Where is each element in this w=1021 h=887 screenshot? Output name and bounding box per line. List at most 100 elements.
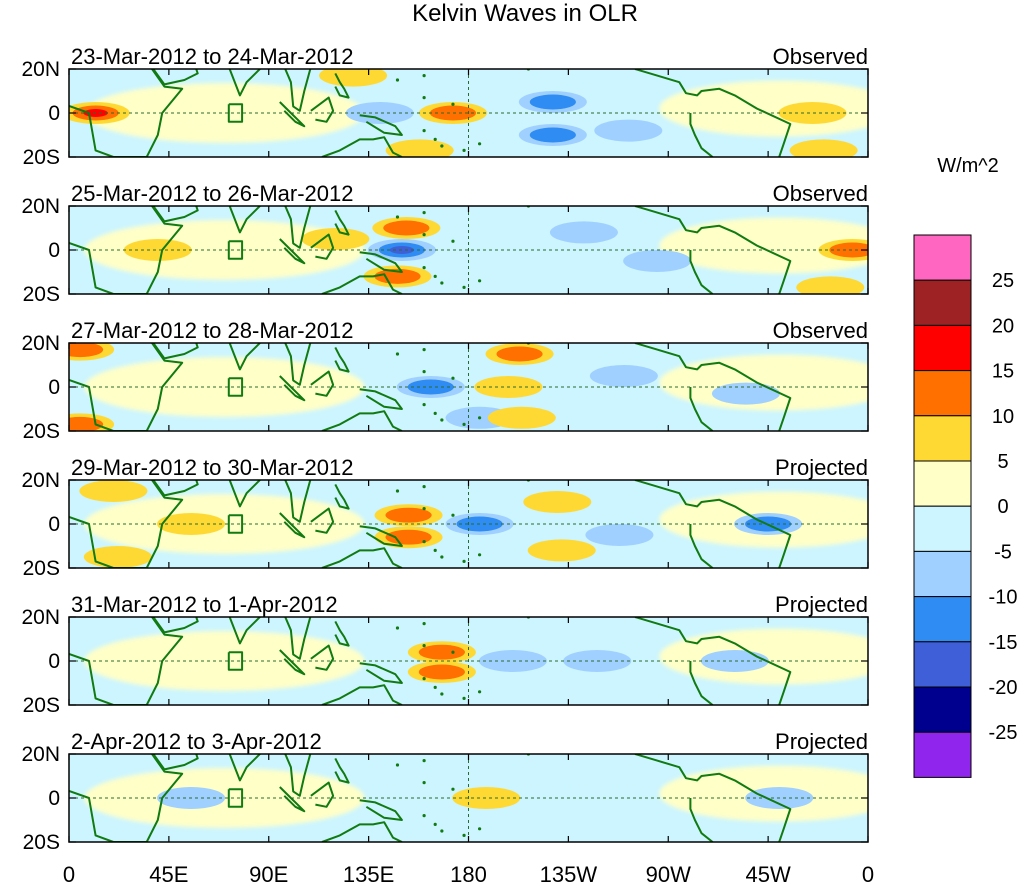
coastline-new-guinea: [359, 525, 403, 547]
island-dot: [440, 144, 444, 148]
coastline-philippines: [334, 757, 350, 784]
positive-anomaly: [385, 507, 432, 523]
lon-label: 90W: [646, 862, 691, 887]
coastline-arabia: [152, 69, 199, 86]
positive-anomaly: [496, 346, 543, 362]
colorbar-swatch: [913, 686, 972, 733]
coastline-new-guinea: [359, 114, 403, 136]
panel-kind: Projected: [775, 592, 868, 617]
panels: 20N 0 20S 23-Mar-2012 to 24-Mar-2012 Observe…: [21, 44, 869, 854]
island-dot: [433, 411, 437, 415]
island-dot: [440, 418, 444, 422]
coastline-india: [228, 343, 262, 371]
island-dot: [451, 376, 455, 380]
coastline-americas: [634, 754, 792, 842]
lat-label: 0: [48, 239, 60, 262]
island-dot: [422, 677, 426, 681]
positive-anomaly: [385, 139, 454, 157]
panel-date-range: 31-Mar-2012 to 1-Apr-2012: [71, 592, 338, 617]
panel-date-range: 2-Apr-2012 to 3-Apr-2012: [71, 729, 322, 754]
island-dot: [422, 96, 426, 100]
coastline-philippines: [334, 346, 350, 373]
lat-label: 20S: [23, 420, 60, 443]
positive-anomaly: [429, 105, 477, 121]
coastline-australia: [321, 410, 403, 431]
panel-kind: Projected: [775, 729, 868, 754]
colorbar-label: -20: [989, 677, 1018, 699]
island-dot: [462, 422, 466, 426]
longitude-axis: 0 45E 90E 135E 180 135W 90W 45W 0: [63, 862, 874, 887]
coastline-americas: [634, 206, 792, 294]
coastline-arabia: [152, 206, 199, 223]
island-dot: [433, 822, 437, 827]
coastline-india: [228, 206, 262, 234]
colorbar-swatch: [913, 324, 972, 372]
coastline-southeast-asia: [284, 206, 312, 249]
positive-anomaly: [527, 539, 596, 562]
panel-kind: Projected: [775, 455, 868, 480]
coastline-arabia: [152, 480, 199, 497]
island-dot: [440, 692, 444, 696]
island-dot: [462, 285, 466, 289]
positive-anomaly: [69, 343, 104, 358]
coastline-southeast-asia: [284, 343, 312, 386]
island-dot: [477, 553, 482, 557]
island-dot: [433, 548, 437, 553]
coastline-southeast-asia: [284, 480, 312, 523]
island-dot: [451, 650, 455, 654]
neutral-band: [84, 357, 365, 417]
panel-kind: Observed: [773, 44, 868, 69]
panel-kind: Observed: [773, 318, 868, 343]
negative-anomaly: [529, 94, 576, 110]
lon-label: 135E: [343, 862, 394, 887]
island-dot: [433, 274, 437, 278]
island-dot: [462, 696, 466, 701]
positive-anomaly: [123, 239, 192, 261]
positive-anomaly: [79, 480, 148, 502]
coastline-box: [227, 514, 244, 534]
island-dot: [440, 555, 444, 559]
coastline-southeast-asia: [284, 69, 312, 112]
positive-anomaly: [374, 268, 421, 284]
coastline-new-guinea: [359, 388, 403, 410]
island-dot: [422, 233, 426, 237]
coastline-borneo: [310, 507, 335, 534]
colorbar-swatch: [913, 641, 972, 688]
negative-anomaly: [529, 127, 576, 143]
figure-title: Kelvin Waves in OLR: [412, 0, 638, 27]
coastline-arabia: [152, 754, 199, 771]
lat-label: 20N: [21, 195, 60, 218]
island-dot: [422, 759, 426, 763]
negative-anomaly: [623, 250, 692, 272]
positive-anomaly: [383, 220, 430, 236]
coastline-americas: [634, 480, 792, 568]
coastline-philippines: [334, 483, 350, 510]
island-dot: [422, 622, 426, 626]
coastline-sumatra: [279, 101, 306, 128]
island-dot: [462, 148, 466, 152]
lon-label: 0: [63, 862, 75, 887]
coastline-south-america-west: [689, 387, 714, 431]
negative-anomaly: [585, 524, 654, 546]
coastline-africa: [69, 206, 184, 294]
coastline-india: [228, 69, 262, 97]
panel-3: 20N 0 20S 27-Mar-2012 to 28-Mar-2012 Observe…: [21, 318, 869, 443]
colorbar-label: -25: [989, 722, 1018, 744]
neutral-band: [84, 631, 365, 691]
coastline-australia: [321, 821, 403, 842]
lat-label: 20N: [21, 743, 60, 766]
lat-label: 20S: [23, 557, 60, 580]
island-dot: [395, 763, 400, 767]
coastline-southeast-asia: [284, 754, 312, 797]
island-dot: [462, 833, 466, 838]
positive-anomaly: [796, 276, 865, 294]
neutral-band: [659, 354, 868, 411]
colorbar-swatch: [913, 370, 972, 417]
negative-anomaly: [345, 102, 414, 124]
island-dot: [462, 559, 466, 564]
coastline-australia: [321, 136, 403, 157]
coastline-borneo: [310, 233, 335, 260]
island-dot: [422, 507, 426, 511]
panel-kind: Observed: [773, 181, 868, 206]
negative-anomaly: [589, 365, 658, 387]
